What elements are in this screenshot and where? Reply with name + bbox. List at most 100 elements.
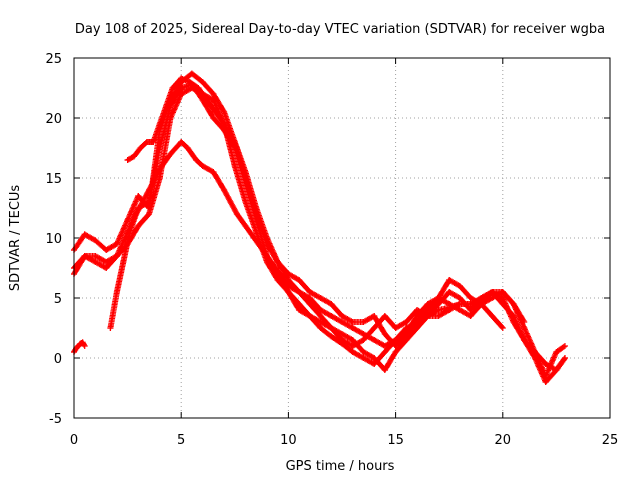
- data-point: [306, 313, 313, 319]
- data-point: [339, 313, 345, 319]
- data-point: [339, 319, 345, 325]
- data-point: [317, 319, 324, 325]
- data-point: [499, 289, 506, 295]
- data-point: [296, 277, 303, 283]
- data-point: [156, 121, 163, 127]
- data-point: [339, 331, 345, 337]
- series-track-5: [124, 75, 528, 349]
- data-point: [263, 241, 270, 247]
- data-point: [489, 295, 496, 301]
- data-point: [242, 223, 249, 229]
- data-point: [381, 343, 388, 349]
- data-point: [156, 145, 163, 151]
- data-point: [285, 271, 292, 277]
- data-point: [371, 325, 378, 331]
- data-point: [349, 319, 356, 325]
- data-point: [227, 199, 234, 205]
- data-point: [403, 319, 410, 325]
- data-point: [268, 259, 275, 265]
- data-point: [120, 259, 127, 265]
- data-point: [317, 325, 324, 331]
- data-point: [178, 139, 185, 145]
- data-point: [381, 349, 388, 355]
- data-point: [210, 91, 217, 97]
- data-point: [133, 211, 140, 217]
- data-point: [489, 313, 496, 319]
- data-point: [163, 103, 170, 109]
- y-tick-label: 15: [45, 172, 62, 187]
- data-point: [221, 109, 228, 115]
- data-point: [285, 289, 292, 295]
- data-point: [178, 75, 185, 82]
- data-point: [113, 253, 120, 259]
- data-point: [521, 337, 528, 343]
- data-point: [542, 361, 549, 367]
- y-axis-label: SDTVAR / TECUs: [8, 185, 23, 292]
- data-point: [360, 355, 367, 361]
- data-point: [113, 241, 120, 247]
- data-point: [203, 97, 210, 103]
- data-point: [531, 355, 538, 361]
- data-point: [456, 283, 463, 289]
- data-point: [242, 199, 249, 205]
- data-point: [184, 145, 191, 151]
- data-point: [339, 340, 345, 347]
- tick-marks: [73, 57, 611, 419]
- y-tick-label: 5: [54, 292, 62, 307]
- data-point: [306, 295, 313, 301]
- data-point: [317, 295, 324, 301]
- data-point: [349, 325, 356, 331]
- data-point: [131, 153, 138, 160]
- data-point: [360, 349, 367, 355]
- data-point: [195, 85, 202, 91]
- data-layer: [71, 70, 568, 385]
- data-point: [510, 301, 517, 307]
- data-point: [467, 295, 474, 301]
- x-tick-label: 15: [387, 433, 404, 448]
- data-point: [499, 325, 506, 331]
- y-tick-label: 25: [45, 52, 62, 67]
- data-point: [446, 289, 453, 295]
- data-point: [561, 355, 568, 361]
- data-point: [124, 157, 131, 163]
- x-axis-label: GPS time / hours: [286, 459, 395, 474]
- data-point: [381, 313, 388, 319]
- data-point: [199, 163, 206, 169]
- data-point: [221, 121, 228, 127]
- grid: [74, 58, 610, 418]
- data-point: [360, 337, 367, 343]
- data-point: [371, 337, 378, 343]
- plot-frame: [73, 57, 611, 419]
- data-point: [467, 313, 474, 319]
- data-point: [233, 211, 240, 217]
- data-point: [392, 349, 399, 355]
- data-point: [253, 229, 260, 235]
- data-point: [103, 247, 110, 253]
- data-point: [371, 313, 378, 319]
- data-point: [521, 319, 528, 325]
- data-point: [167, 115, 174, 121]
- data-point: [424, 301, 431, 307]
- y-tick-label: 20: [45, 112, 62, 127]
- data-point: [296, 307, 303, 313]
- data-point: [221, 187, 228, 193]
- data-point: [167, 151, 174, 157]
- data-point: [328, 333, 335, 340]
- data-point: [553, 349, 560, 355]
- data-point: [143, 139, 150, 145]
- data-point: [169, 85, 176, 91]
- data-point: [124, 217, 131, 223]
- data-point: [178, 91, 185, 97]
- data-point: [510, 313, 517, 319]
- data-point: [446, 277, 453, 283]
- data-point: [360, 331, 367, 337]
- data-point: [328, 325, 335, 331]
- chart-title: Day 108 of 2025, Sidereal Day-to-day VTE…: [75, 22, 605, 37]
- data-point: [210, 97, 217, 103]
- data-point: [274, 277, 281, 283]
- data-point: [146, 187, 153, 193]
- data-point: [403, 331, 410, 337]
- data-point: [231, 163, 238, 169]
- data-point: [381, 331, 388, 337]
